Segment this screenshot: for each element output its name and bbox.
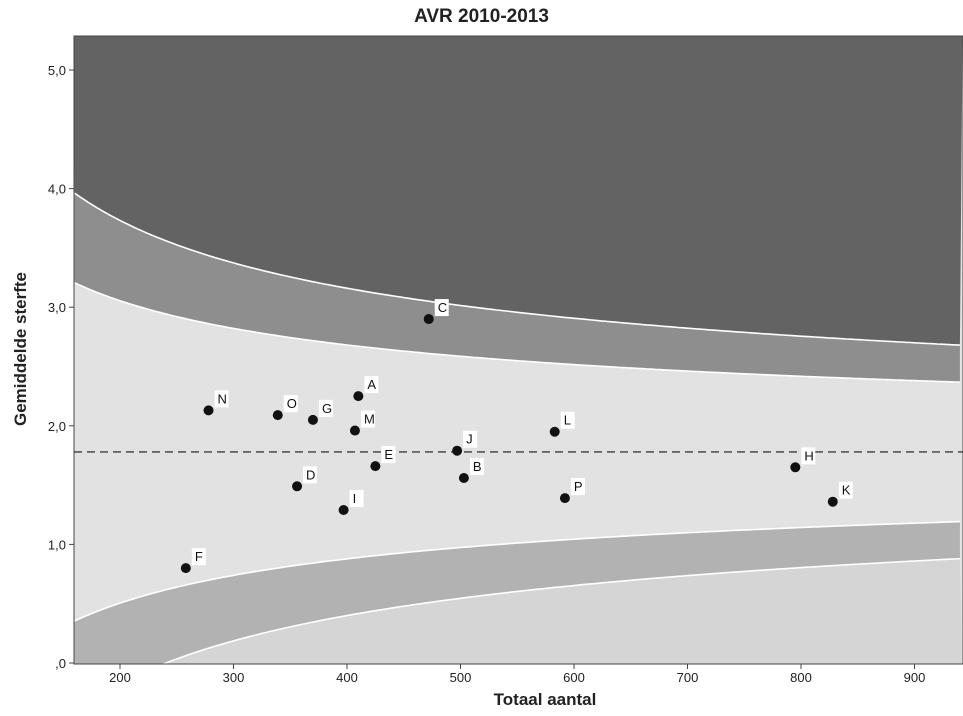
point-label-a: A	[367, 377, 376, 392]
point-label-box	[191, 548, 206, 566]
data-point-e	[370, 461, 381, 472]
point-label-o: O	[287, 396, 297, 411]
point-label-box	[381, 446, 396, 464]
point-label-b: B	[473, 459, 482, 474]
point-label-h: H	[804, 448, 813, 463]
point-label-p: P	[574, 479, 583, 494]
data-point-i	[338, 505, 349, 516]
control-limit-line	[74, 282, 960, 383]
point-label-m: M	[364, 412, 375, 427]
x-tick-label: 600	[563, 670, 585, 685]
y-tick-label: 4,0	[48, 182, 66, 197]
y-tick-label: ,0	[55, 656, 66, 671]
y-tick-label: 2,0	[48, 419, 66, 434]
data-point-p	[559, 493, 570, 504]
x-tick-label: 200	[109, 670, 131, 685]
point-label-g: G	[322, 401, 332, 416]
point-label-k: K	[842, 483, 851, 498]
point-label-f: F	[195, 549, 203, 564]
data-point-k	[827, 496, 838, 507]
x-tick-label: 400	[336, 670, 358, 685]
point-label-j: J	[466, 432, 473, 447]
point-label-n: N	[218, 391, 227, 406]
x-tick-label: 700	[677, 670, 699, 685]
point-label-box	[838, 481, 853, 499]
point-label-l: L	[564, 413, 571, 428]
control-limit-line	[161, 557, 960, 664]
chart-title: AVR 2010-2013	[414, 6, 549, 27]
plot-area	[74, 36, 963, 664]
point-label-box	[560, 411, 575, 429]
x-axis-label: Totaal aantal	[493, 690, 597, 709]
point-label-box	[463, 430, 478, 448]
point-label-box	[360, 410, 375, 428]
point-label-c: C	[438, 300, 447, 315]
point-label-box	[303, 466, 318, 484]
y-tick-label: 5,0	[48, 63, 66, 78]
x-tick-label: 800	[790, 670, 812, 685]
control-limit-line	[74, 192, 960, 346]
y-tick-label: 3,0	[48, 300, 66, 315]
upper-outer-band	[74, 36, 963, 346]
data-point-o	[272, 410, 283, 421]
point-label-i: I	[353, 491, 357, 506]
data-point-f	[180, 563, 191, 574]
data-point-m	[349, 425, 360, 436]
point-label-box	[570, 478, 585, 496]
data-point-n	[203, 405, 214, 416]
point-label-box	[469, 457, 484, 475]
lower-inner-band	[74, 521, 960, 664]
point-label-box	[283, 395, 298, 413]
x-tick-label: 300	[223, 670, 245, 685]
point-label-box	[801, 447, 816, 465]
plot-frame	[73, 35, 963, 665]
point-label-box	[214, 390, 229, 408]
point-label-box	[434, 299, 449, 317]
point-label-d: D	[306, 467, 315, 482]
x-tick-label: 900	[904, 670, 926, 685]
point-label-box	[318, 399, 333, 417]
data-point-j	[452, 445, 463, 456]
data-point-b	[458, 472, 469, 483]
data-point-h	[790, 462, 801, 473]
data-point-g	[307, 414, 318, 425]
data-point-d	[292, 481, 303, 492]
point-label-e: E	[384, 447, 393, 462]
point-label-box	[364, 376, 379, 394]
data-point-c	[423, 314, 434, 325]
control-limit-line	[74, 520, 960, 622]
upper-inner-band	[74, 193, 960, 383]
data-point-a	[353, 391, 364, 402]
point-label-box	[349, 490, 364, 508]
lower-outer-band	[163, 558, 963, 664]
x-tick-label: 500	[450, 670, 472, 685]
y-tick-label: 1,0	[48, 537, 66, 552]
data-point-l	[549, 426, 560, 437]
